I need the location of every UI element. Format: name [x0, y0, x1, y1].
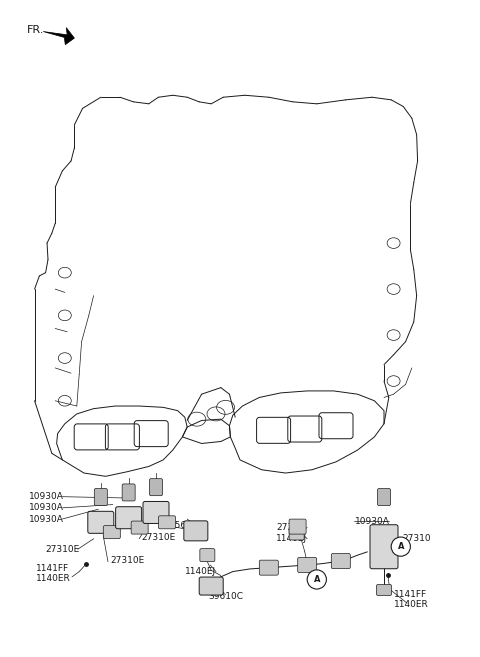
- Circle shape: [391, 537, 410, 556]
- Text: FR.: FR.: [26, 24, 44, 35]
- Text: 10930A: 10930A: [355, 516, 390, 526]
- FancyBboxPatch shape: [122, 484, 135, 501]
- Text: 27310E: 27310E: [142, 533, 176, 542]
- FancyBboxPatch shape: [377, 489, 391, 505]
- Text: 27310: 27310: [402, 534, 431, 543]
- Polygon shape: [43, 28, 74, 45]
- FancyBboxPatch shape: [298, 558, 317, 572]
- FancyBboxPatch shape: [376, 585, 392, 595]
- Text: 10930A: 10930A: [29, 514, 64, 524]
- Circle shape: [307, 570, 326, 589]
- FancyBboxPatch shape: [331, 554, 350, 568]
- FancyBboxPatch shape: [158, 516, 176, 529]
- FancyBboxPatch shape: [370, 525, 398, 569]
- Text: 1140ER: 1140ER: [394, 600, 428, 609]
- Text: 1140EJ: 1140EJ: [185, 567, 216, 576]
- Text: 27369: 27369: [276, 523, 305, 532]
- FancyBboxPatch shape: [200, 549, 215, 562]
- Text: 10930A: 10930A: [29, 503, 64, 512]
- Text: 1140ER: 1140ER: [36, 574, 71, 583]
- FancyBboxPatch shape: [289, 527, 304, 540]
- Text: 1140EJ: 1140EJ: [276, 534, 307, 543]
- Text: 1141FF: 1141FF: [394, 590, 427, 599]
- FancyBboxPatch shape: [131, 521, 148, 534]
- FancyBboxPatch shape: [116, 507, 142, 529]
- FancyBboxPatch shape: [143, 501, 169, 524]
- FancyBboxPatch shape: [94, 489, 108, 505]
- Text: 27310E: 27310E: [110, 556, 144, 565]
- FancyBboxPatch shape: [184, 521, 208, 541]
- Text: 39610C: 39610C: [208, 592, 243, 601]
- Text: 27310E: 27310E: [46, 545, 80, 554]
- FancyBboxPatch shape: [88, 511, 114, 533]
- Text: 25624B: 25624B: [169, 521, 204, 530]
- FancyBboxPatch shape: [149, 479, 163, 495]
- FancyBboxPatch shape: [199, 577, 223, 595]
- FancyBboxPatch shape: [103, 526, 120, 539]
- Text: 1141FF: 1141FF: [36, 564, 69, 574]
- Text: A: A: [313, 575, 320, 584]
- Text: A: A: [397, 542, 404, 551]
- FancyBboxPatch shape: [259, 560, 278, 575]
- FancyBboxPatch shape: [289, 519, 306, 534]
- Text: 10930A: 10930A: [29, 492, 64, 501]
